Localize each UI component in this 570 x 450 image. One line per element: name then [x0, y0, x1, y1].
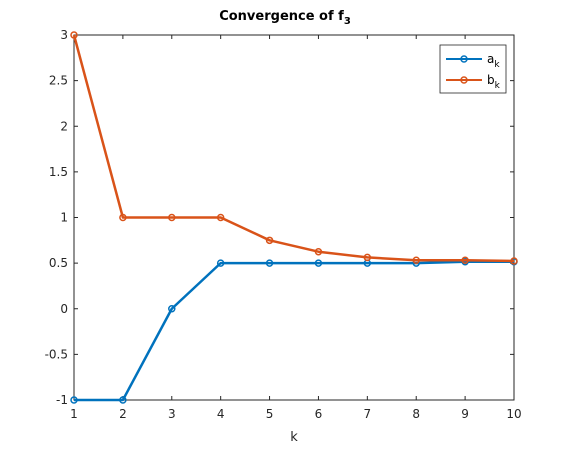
x-tick-label: 9 — [461, 407, 469, 421]
legend-marker-b — [460, 76, 468, 84]
chart-title-subscript: 3 — [344, 16, 351, 27]
point-b — [216, 213, 225, 222]
x-tick-label: 2 — [119, 407, 127, 421]
point-a — [119, 396, 127, 404]
point-b — [461, 256, 469, 265]
y-tick-label: 1 — [60, 211, 68, 225]
x-tick-label: 8 — [412, 407, 420, 421]
point-b — [510, 257, 518, 265]
chart-title-main: Convergence of f — [219, 9, 344, 24]
legend-box — [439, 44, 507, 94]
x-tick-label: 7 — [364, 407, 372, 421]
legend-label-b: bk — [487, 73, 501, 91]
chart-title: Convergence of f3 — [219, 9, 351, 27]
legend-label-b-main: b — [487, 73, 495, 87]
point-b — [119, 213, 127, 222]
point-b — [314, 247, 323, 256]
y-tick-label: 2 — [60, 119, 68, 133]
point-a — [314, 259, 323, 267]
point-b — [363, 253, 372, 262]
series-line-a — [74, 260, 514, 402]
y-tick-label: -0.5 — [45, 347, 68, 361]
x-tick-label: 5 — [266, 407, 274, 421]
y-tick-label: 3 — [60, 28, 68, 42]
x-tick-label: 3 — [168, 407, 176, 421]
series-b — [70, 31, 518, 265]
legend-label-b-sub: k — [495, 81, 501, 91]
point-b — [265, 236, 274, 245]
x-axis-label: k — [290, 430, 298, 445]
y-tick-label: 2.5 — [49, 74, 68, 88]
legend-label-a-sub: k — [494, 60, 500, 70]
series-layer — [70, 31, 518, 404]
legend-label-a-main: a — [487, 52, 494, 66]
x-tick-labels: 1 2 3 4 5 6 7 8 9 10 — [70, 407, 521, 421]
point-a — [70, 396, 78, 404]
x-tick-label: 6 — [315, 407, 323, 421]
y-tick-label: -1 — [56, 393, 68, 407]
y-tick-labels: -1 -0.5 0 0.5 1 1.5 2 2.5 3 — [45, 28, 68, 407]
legend-label-a: ak — [487, 52, 500, 70]
y-tick-label: 0 — [60, 302, 68, 316]
y-tick-label: 0.5 — [49, 256, 68, 270]
point-a — [216, 259, 225, 267]
point-a — [168, 305, 176, 313]
legend-marker-a — [460, 55, 468, 63]
point-a — [265, 259, 274, 267]
x-tick-label: 10 — [506, 407, 521, 421]
x-tick-label: 4 — [217, 407, 225, 421]
chart-legend: ak bk — [439, 44, 507, 94]
point-b — [412, 256, 420, 265]
series-line-b — [72, 34, 515, 263]
x-tick-label: 1 — [70, 407, 78, 421]
y-tick-label: 1.5 — [49, 165, 68, 179]
point-b — [70, 31, 78, 39]
point-b — [168, 213, 176, 222]
